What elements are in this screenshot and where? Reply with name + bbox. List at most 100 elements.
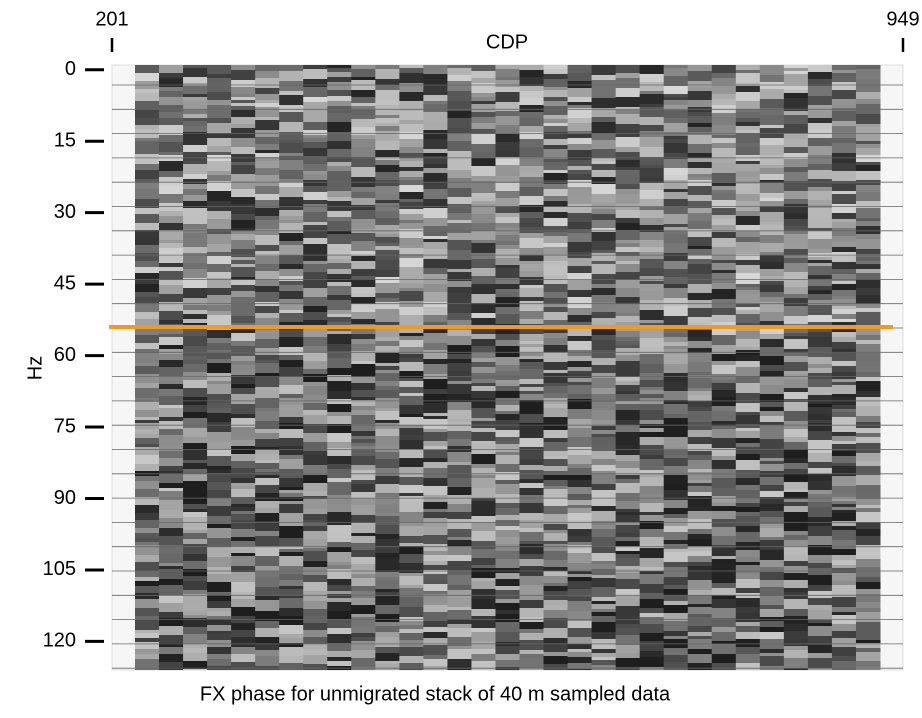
texture-cell (351, 279, 376, 287)
texture-cell (423, 326, 448, 333)
texture-cell (135, 353, 160, 363)
texture-cell (231, 65, 256, 70)
texture-cell (159, 263, 184, 267)
texture-cell (735, 92, 761, 101)
texture-cell (831, 132, 857, 138)
texture-cell (375, 539, 400, 546)
texture-cell (399, 554, 424, 563)
texture-cell (351, 269, 376, 276)
texture-cell (615, 589, 641, 596)
texture-cell (423, 544, 448, 551)
texture-cell (327, 90, 352, 96)
texture-cell (615, 124, 641, 130)
texture-cell (735, 265, 761, 273)
texture-cell (255, 628, 280, 637)
texture-cell (759, 108, 785, 115)
texture-cell (183, 488, 208, 497)
texture-cell (207, 608, 232, 611)
texture-cell (399, 336, 424, 340)
texture-cell (519, 400, 545, 404)
texture-cell (399, 362, 424, 371)
texture-cell (135, 444, 160, 447)
texture-cell (543, 298, 569, 304)
texture-cell (735, 339, 761, 347)
texture-cell (207, 133, 232, 138)
texture-cell (279, 269, 304, 276)
texture-cell (735, 622, 761, 626)
texture-cell (543, 393, 569, 398)
texture-cell (495, 405, 521, 411)
texture-cell (375, 596, 400, 605)
texture-cell (207, 311, 232, 315)
texture-cell (567, 356, 593, 361)
texture-cell (231, 375, 256, 384)
texture-cell (255, 355, 280, 360)
texture-cell (591, 474, 617, 484)
texture-cell (471, 204, 496, 214)
texture-cell (159, 105, 184, 112)
texture-cell (447, 637, 472, 646)
texture-cell (423, 164, 448, 168)
texture-cell (471, 475, 496, 478)
texture-cell (279, 538, 304, 546)
texture-cell (855, 391, 881, 397)
texture-cell (567, 652, 593, 657)
texture-cell (231, 103, 256, 106)
texture-cell (591, 575, 617, 578)
texture-cell (807, 373, 833, 379)
texture-cell (543, 373, 569, 383)
texture-cell (351, 361, 376, 364)
texture-cell (663, 123, 689, 132)
texture-cell (783, 111, 809, 115)
texture-cell (303, 346, 328, 352)
texture-cell (735, 516, 761, 526)
texture-cell (183, 310, 208, 314)
texture-cell (279, 634, 304, 638)
texture-cell (207, 152, 232, 155)
texture-cell (855, 362, 881, 372)
texture-cell (759, 464, 785, 471)
texture-cell (735, 290, 761, 294)
texture-cell (591, 358, 617, 365)
texture-cell (471, 522, 496, 531)
texture-cell (735, 242, 761, 250)
texture-cell (807, 517, 833, 526)
texture-cell (591, 525, 617, 529)
texture-cell (327, 433, 352, 442)
texture-cell (735, 130, 761, 133)
texture-cell (447, 197, 472, 204)
texture-cell (327, 591, 352, 594)
texture-cell (327, 404, 352, 412)
texture-cell (519, 86, 545, 91)
texture-cell (663, 199, 689, 206)
texture-cell (735, 639, 761, 647)
texture-cell (447, 532, 472, 537)
texture-cell (591, 632, 617, 639)
texture-cell (471, 193, 496, 197)
texture-cell (423, 462, 448, 468)
texture-cell (231, 486, 256, 489)
texture-cell (495, 241, 521, 245)
texture-cell (711, 157, 737, 163)
texture-cell (615, 410, 641, 420)
texture-cell (807, 404, 833, 407)
texture-cell (711, 361, 737, 365)
texture-cell (327, 448, 352, 456)
texture-cell (807, 395, 833, 404)
texture-cell (855, 490, 881, 499)
texture-cell (687, 636, 713, 639)
texture-cell (591, 203, 617, 209)
texture-cell (543, 149, 569, 159)
texture-cell (807, 591, 833, 598)
texture-cell (231, 323, 256, 327)
texture-cell (591, 214, 617, 220)
texture-cell (855, 185, 881, 192)
texture-cell (447, 410, 472, 419)
texture-cell (279, 549, 304, 552)
texture-cell (375, 160, 400, 165)
texture-cell (711, 190, 737, 193)
texture-cell (615, 256, 641, 261)
texture-cell (567, 174, 593, 180)
texture-cell (447, 546, 472, 555)
texture-cell (663, 475, 689, 484)
